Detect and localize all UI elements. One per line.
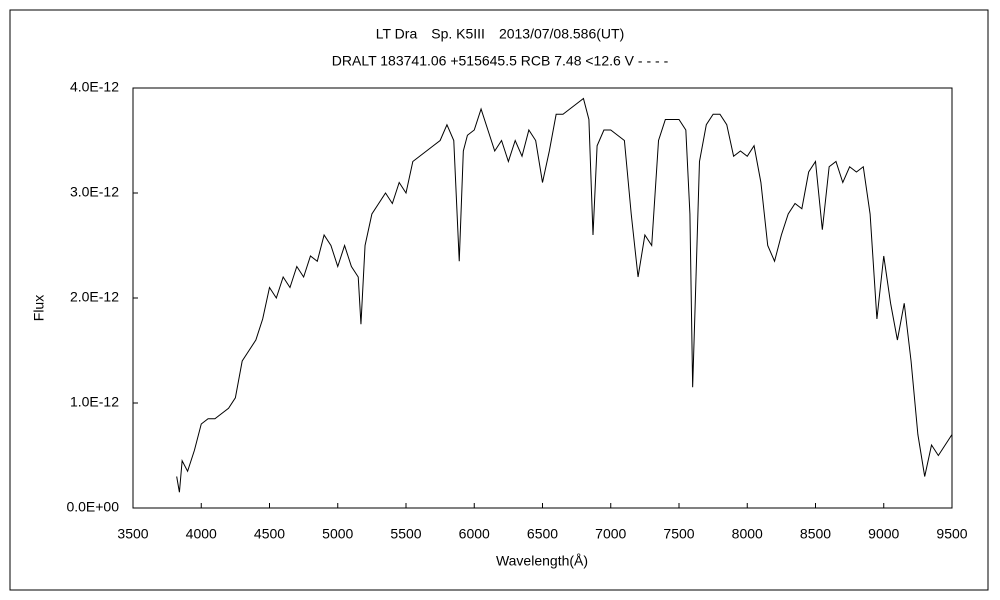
chart-subtitle: DRALT 183741.06 +515645.5 RCB 7.48 <12.6… [332, 53, 669, 69]
x-tick-label: 3500 [117, 526, 148, 542]
x-tick-label: 4000 [186, 526, 217, 542]
x-tick-label: 8500 [800, 526, 831, 542]
x-tick-label: 7500 [663, 526, 694, 542]
y-tick-label: 3.0E-12 [70, 184, 119, 200]
x-tick-label: 9500 [936, 526, 967, 542]
x-tick-label: 7000 [595, 526, 626, 542]
x-axis-label: Wavelength(Å) [496, 553, 588, 569]
chart-title: LT Dra Sp. K5III 2013/07/08.586(UT) [376, 26, 625, 42]
y-tick-label: 2.0E-12 [70, 289, 119, 305]
x-tick-label: 6000 [459, 526, 490, 542]
x-tick-label: 5000 [322, 526, 353, 542]
y-tick-label: 0.0E+00 [66, 499, 119, 515]
x-tick-label: 8000 [732, 526, 763, 542]
outer-frame [9, 9, 989, 591]
spectrum-line [176, 97, 953, 493]
y-tick-label: 1.0E-12 [70, 394, 119, 410]
y-tick-label: 4.0E-12 [70, 79, 119, 95]
x-tick-label: 4500 [254, 526, 285, 542]
plot-frame [132, 87, 953, 509]
x-tick-label: 6500 [527, 526, 558, 542]
x-tick-label: 9000 [868, 526, 899, 542]
x-tick-label: 5500 [390, 526, 421, 542]
y-axis-label: Flux [31, 295, 47, 321]
